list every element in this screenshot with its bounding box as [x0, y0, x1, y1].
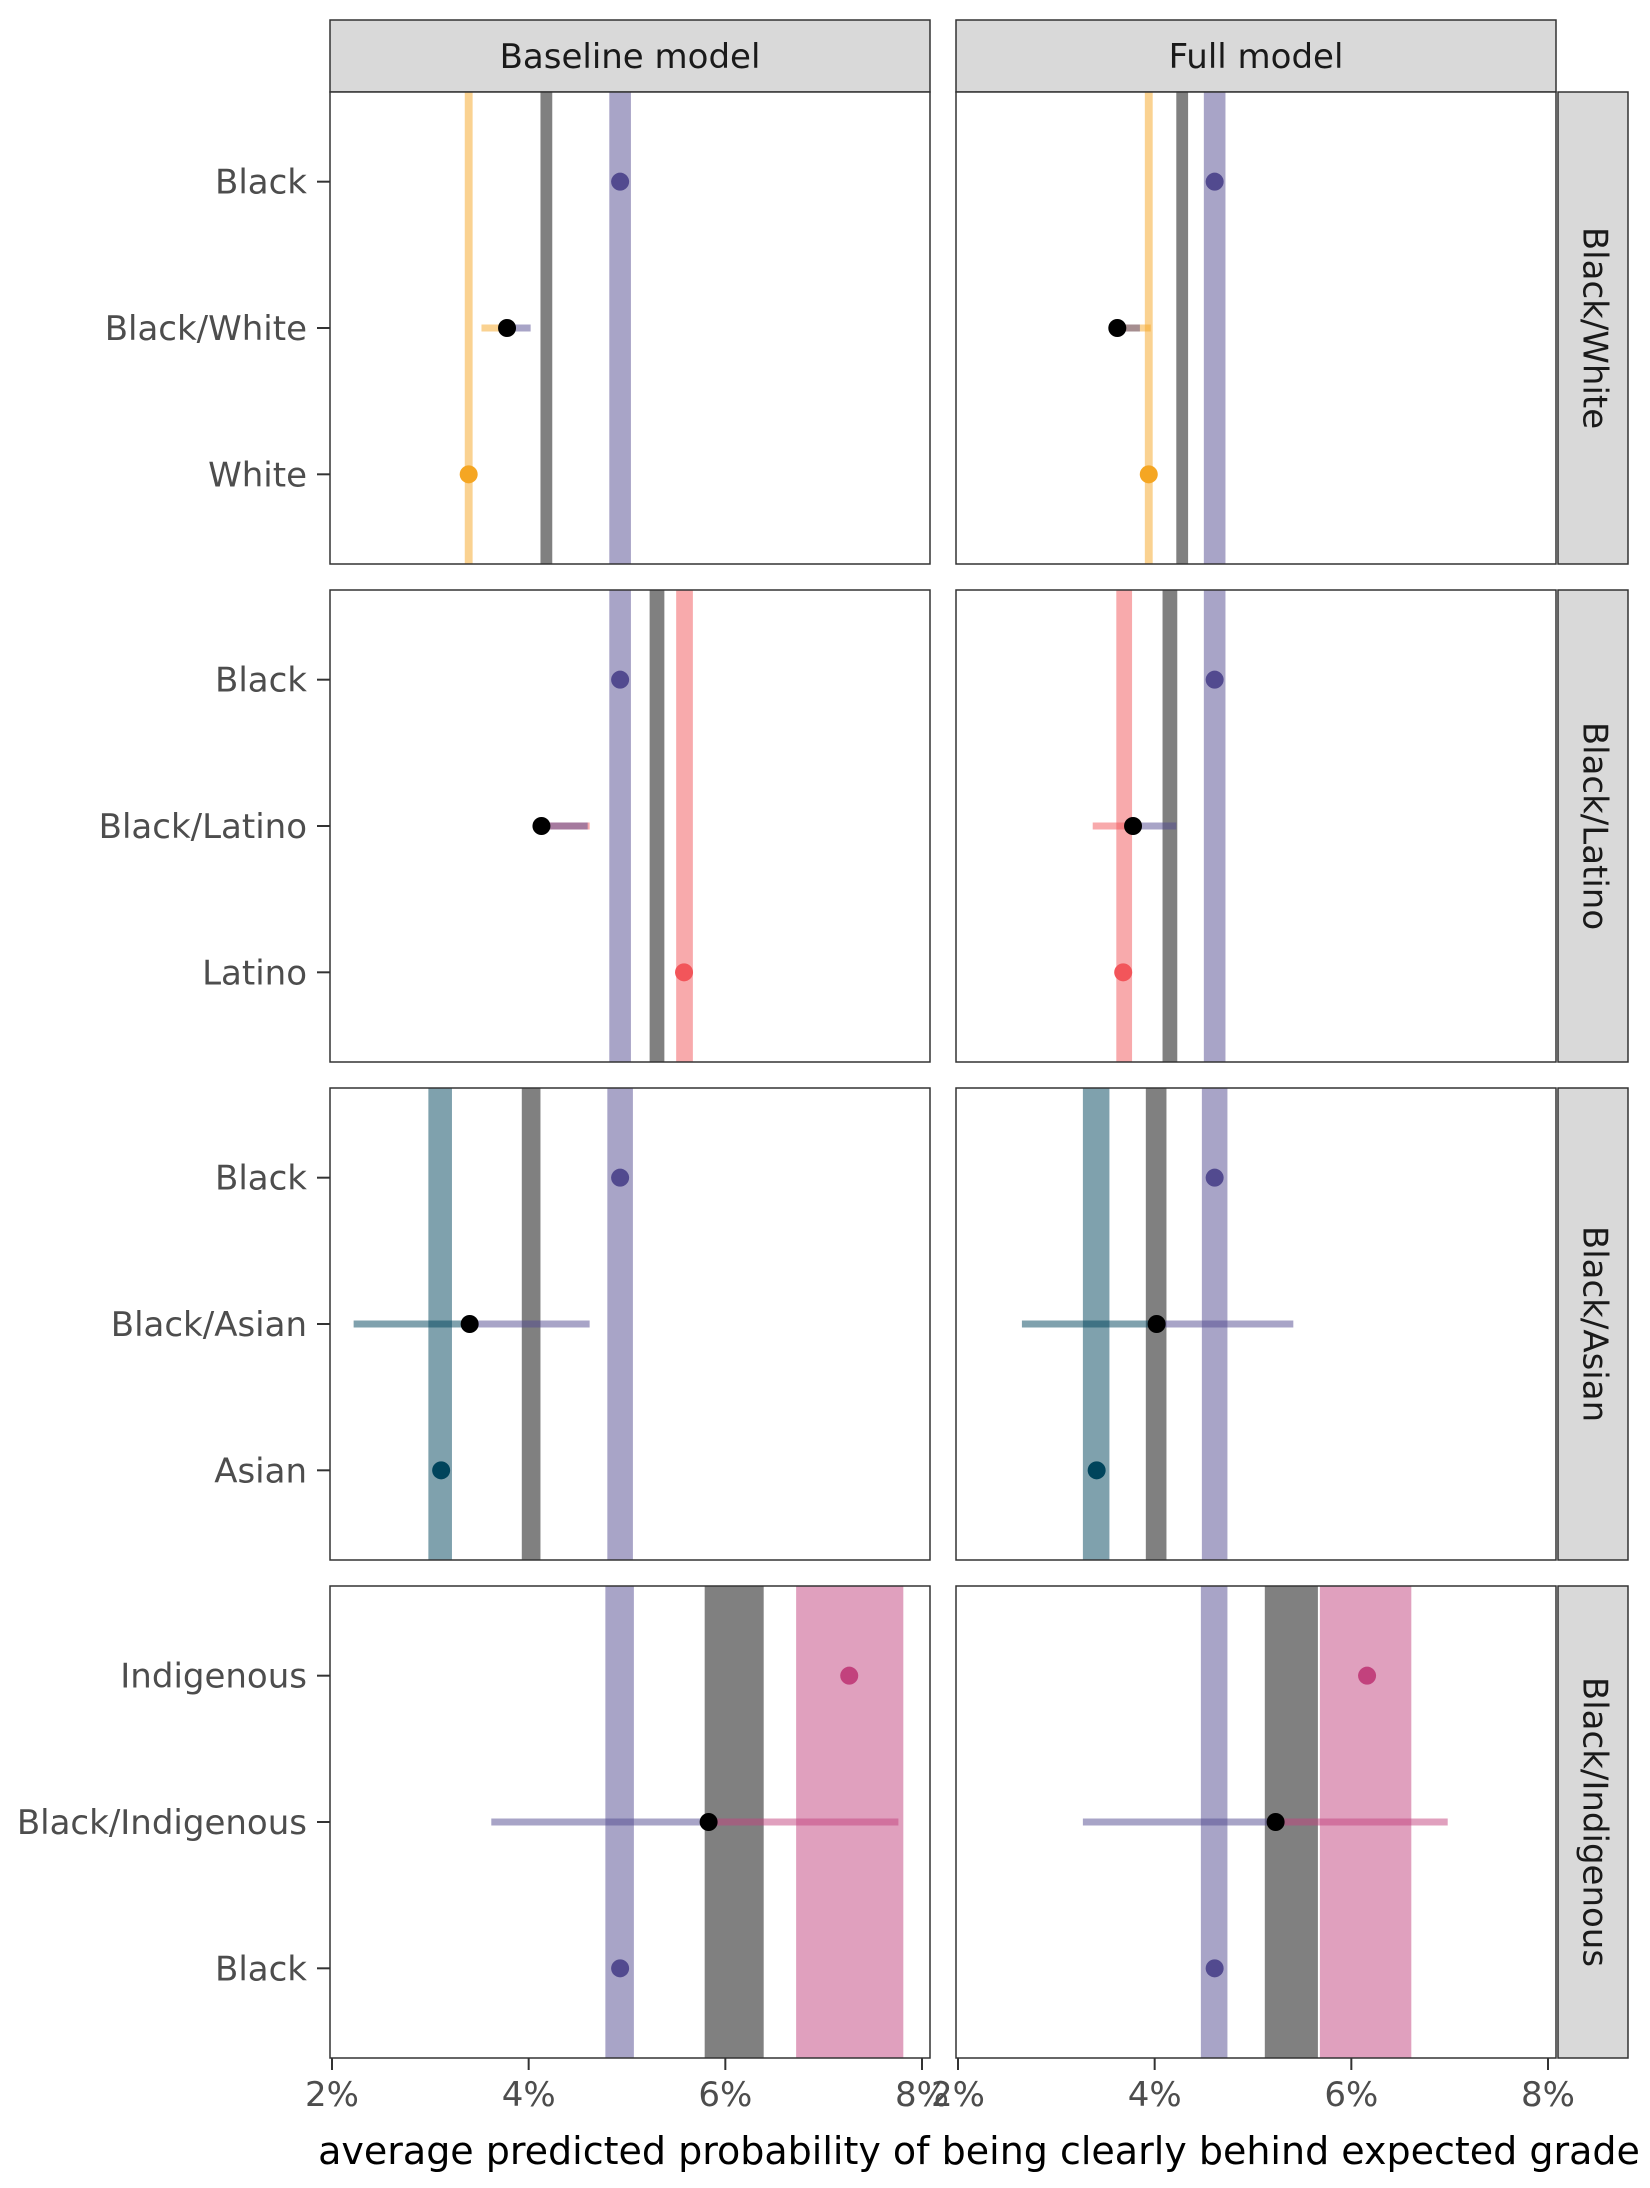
row-strip-label: Black/Indigenous — [1575, 1677, 1615, 1967]
point-black-indigenous — [699, 1813, 718, 1831]
point-white — [459, 465, 478, 484]
band-latino — [676, 590, 693, 1062]
point-asian — [432, 1461, 451, 1480]
strip-full-model: Full model — [955, 19, 1557, 93]
panel-border — [329, 589, 931, 1063]
point-black — [1205, 172, 1224, 191]
panel-border — [955, 1585, 1557, 2059]
strip-bg — [955, 19, 1557, 93]
panel-black-indigenous-full-model — [955, 1585, 1557, 2059]
xtick-label: 6% — [698, 2075, 752, 2115]
point-black — [1205, 1168, 1224, 1187]
point-black-white — [498, 319, 517, 337]
ytick-label-black: Black — [215, 1949, 307, 1989]
xtick-label: 8% — [1521, 2075, 1575, 2115]
point-white — [1139, 465, 1158, 484]
point-indigenous — [840, 1666, 859, 1685]
point-black — [611, 1168, 630, 1187]
band-black — [609, 590, 631, 1062]
panel-black-latino-full-model — [955, 589, 1557, 1063]
point-black-asian — [460, 1315, 479, 1333]
xtick-label: 4% — [1128, 2075, 1182, 2115]
band-multiracial — [540, 92, 553, 564]
x-axis-title: average predicted probability of being c… — [318, 2129, 1640, 2173]
panel-black-asian-baseline-model — [329, 1087, 931, 1561]
ytick-label-black-white: Black/White — [105, 309, 307, 349]
row-strip-bg — [1557, 1087, 1629, 1561]
strip-label: Baseline model — [500, 37, 761, 77]
xtick-label: 2% — [305, 2075, 359, 2115]
point-indigenous — [1358, 1666, 1377, 1685]
point-black-indigenous — [1266, 1813, 1285, 1831]
row-strip-label: Black/Latino — [1575, 722, 1615, 930]
ytick-label-latino: Latino — [202, 953, 307, 993]
ytick-label-white: White — [208, 455, 307, 495]
ytick-label-black: Black — [215, 1159, 307, 1199]
point-black — [611, 1959, 630, 1978]
panel-border — [955, 1087, 1557, 1561]
ytick-label-asian: Asian — [214, 1451, 307, 1491]
band-black — [1203, 92, 1226, 564]
xtick-label: 6% — [1324, 2075, 1378, 2115]
ytick-label-black-indigenous: Black/Indigenous — [17, 1803, 307, 1843]
panel-black-indigenous-baseline-model — [329, 1585, 931, 2059]
band-black — [1203, 590, 1226, 1062]
panel-border — [329, 1585, 931, 2059]
panel-black-latino-baseline-model — [329, 589, 931, 1063]
row-strip-black-indigenous: Black/Indigenous — [1557, 1585, 1629, 2059]
ytick-label-black: Black — [215, 661, 307, 701]
panel-bg — [956, 92, 1556, 564]
panel-border — [329, 1087, 931, 1561]
row-strip-label: Black/Asian — [1575, 1226, 1615, 1422]
panel-black-white-baseline-model — [329, 91, 931, 565]
xtick-label: 8% — [895, 2075, 949, 2115]
point-black — [1205, 670, 1224, 689]
ytick-label-black: Black — [215, 163, 307, 203]
panel-black-asian-full-model — [955, 1087, 1557, 1561]
xtick-label: 2% — [931, 2075, 985, 2115]
point-latino — [1114, 963, 1133, 982]
xtick-label: 4% — [502, 2075, 556, 2115]
row-strip-black-latino: Black/Latino — [1557, 589, 1629, 1063]
band-multiracial — [649, 590, 665, 1062]
ytick-label-indigenous: Indigenous — [120, 1657, 307, 1697]
band-black — [609, 92, 631, 564]
row-strip-label: Black/White — [1575, 227, 1615, 429]
row-strip-black-asian: Black/Asian — [1557, 1087, 1629, 1561]
point-black — [1205, 1959, 1224, 1978]
panel-border — [955, 91, 1557, 565]
point-black-white — [1108, 319, 1127, 337]
panel-border — [329, 91, 931, 565]
row-strip-black-white: Black/White — [1557, 91, 1629, 565]
point-asian — [1087, 1461, 1106, 1480]
row-strip-bg — [1557, 1585, 1629, 2059]
row-strip-bg — [1557, 91, 1629, 565]
ytick-label-black-asian: Black/Asian — [111, 1305, 307, 1345]
point-black-latino — [532, 817, 551, 835]
strip-bg — [329, 19, 931, 93]
point-black-asian — [1147, 1315, 1166, 1333]
point-black — [611, 670, 630, 689]
panel-bg — [956, 590, 1556, 1062]
band-black — [607, 1088, 633, 1560]
panel-border — [955, 589, 1557, 1063]
point-black — [611, 172, 630, 191]
panel-black-white-full-model — [955, 91, 1557, 565]
band-multiracial — [1176, 92, 1189, 564]
strip-label: Full model — [1169, 37, 1344, 77]
strip-baseline-model: Baseline model — [329, 19, 931, 93]
point-latino — [675, 963, 694, 982]
band-white — [464, 92, 473, 564]
row-strip-bg — [1557, 589, 1629, 1063]
ytick-label-black-latino: Black/Latino — [99, 807, 307, 847]
point-black-latino — [1124, 817, 1143, 835]
